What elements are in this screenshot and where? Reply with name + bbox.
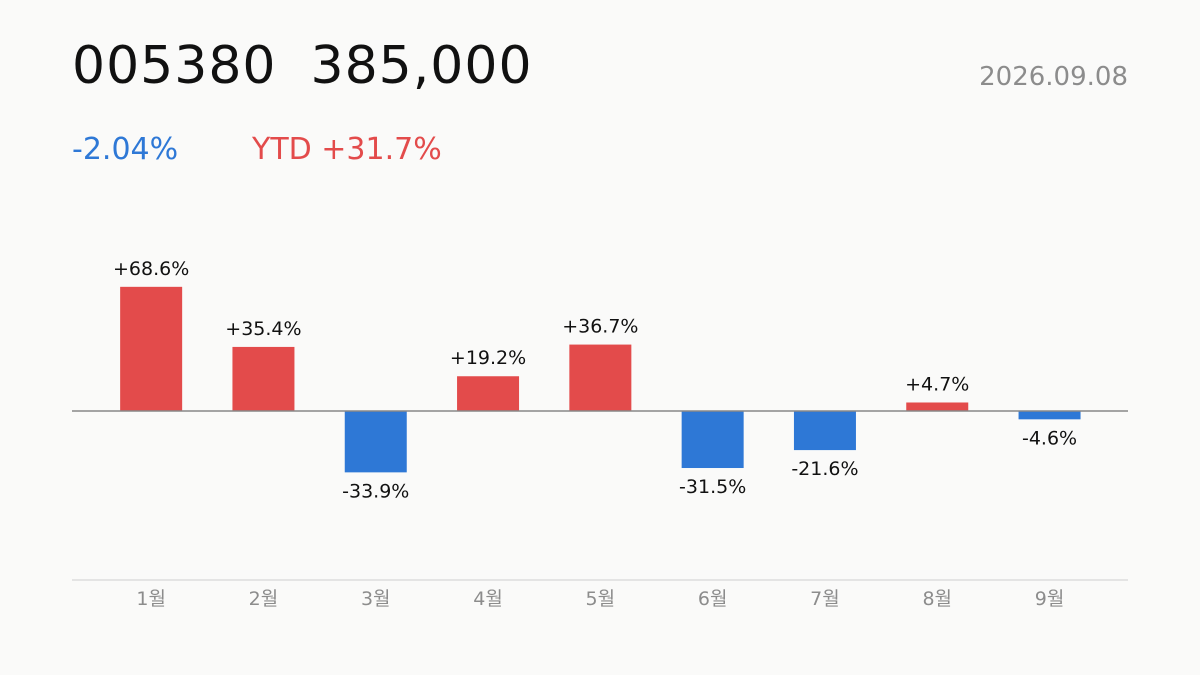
bar-2 — [232, 346, 295, 411]
data-label-8: +4.7% — [905, 373, 969, 395]
data-label-6: -31.5% — [679, 476, 746, 498]
data-label-2: +35.4% — [225, 318, 301, 340]
bar-3 — [344, 411, 407, 473]
bar-4 — [457, 376, 520, 411]
stock-header: 005380 385,000 — [72, 36, 533, 96]
x-tick-label-9: 9월 — [1035, 588, 1065, 610]
data-label-7: -21.6% — [791, 458, 858, 480]
data-label-1: +68.6% — [113, 258, 189, 280]
x-tick-label-1: 1월 — [136, 588, 166, 610]
bar-5 — [569, 344, 632, 411]
x-tick-label-6: 6월 — [698, 588, 728, 610]
data-label-3: -33.9% — [342, 480, 409, 502]
ticker-code: 005380 — [72, 36, 277, 96]
bar-7 — [793, 411, 856, 451]
x-tick-label-7: 7월 — [810, 588, 840, 610]
stock-price: 385,000 — [310, 36, 533, 96]
data-label-9: -4.6% — [1022, 427, 1077, 449]
x-tick-label-5: 5월 — [586, 588, 616, 610]
daily-change: -2.04% — [72, 132, 179, 167]
quote-date: 2026.09.08 — [979, 62, 1128, 92]
bar-1 — [120, 286, 183, 411]
x-tick-label-4: 4월 — [473, 588, 503, 610]
bar-9 — [1018, 411, 1081, 420]
x-tick-label-2: 2월 — [249, 588, 279, 610]
data-label-4: +19.2% — [450, 347, 526, 369]
x-tick-label-3: 3월 — [361, 588, 391, 610]
ytd-change: YTD +31.7% — [252, 132, 442, 167]
data-label-5: +36.7% — [562, 316, 638, 338]
bar-6 — [681, 411, 744, 469]
x-tick-label-8: 8월 — [922, 588, 952, 610]
bar-8 — [906, 402, 969, 411]
